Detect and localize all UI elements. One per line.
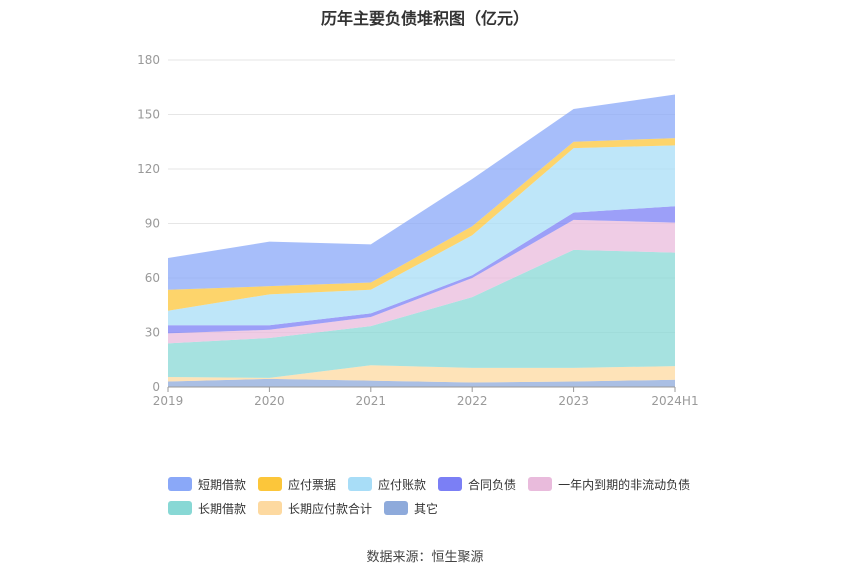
y-tick-label: 90 [145,217,160,231]
legend-label: 应付票据 [288,477,337,492]
y-tick-label: 150 [137,108,160,122]
x-tick-label: 2020 [254,394,285,408]
legend-label: 长期应付款合计 [288,501,373,516]
x-tick-label: 2021 [356,394,387,408]
legend-swatch [348,477,373,491]
legend-item[interactable]: 短期借款 [168,476,246,493]
area-series-7 [168,94,675,290]
legend-swatch [528,477,553,491]
x-tick-label: 2022 [457,394,488,408]
y-tick-label: 0 [152,380,160,394]
legend-label: 应付账款 [378,477,427,492]
legend-swatch [438,477,463,491]
legend-swatch [258,501,283,515]
area-series-1 [168,365,675,383]
legend-item[interactable]: 长期借款 [168,500,246,517]
legend-row-2: 长期借款 长期应付款合计 其它 [168,496,728,520]
legend-item[interactable]: 长期应付款合计 [258,500,372,517]
legend-swatch [384,501,409,515]
legend-label: 短期借款 [198,477,247,492]
area-series-6 [168,138,675,311]
legend-swatch [168,477,192,491]
area-series-3 [168,219,675,344]
area-series-5 [168,145,675,326]
legend-label: 其它 [414,501,439,516]
legend: 短期借款 应付票据 应付账款 合同负债 一年内到期的非流动负债 长期借款 长期应付款合计 其… [168,472,728,520]
chart-title: 历年主要负债堆积图（亿元） [320,9,529,28]
y-tick-label: 180 [137,53,160,67]
x-tick-label: 2024H1 [651,394,698,408]
legend-swatch [258,477,283,491]
data-source: 数据来源：恒生聚源 [366,550,484,565]
legend-item[interactable]: 其它 [384,500,438,517]
legend-label: 长期借款 [198,501,247,516]
legend-item[interactable]: 应付票据 [258,476,336,493]
legend-item[interactable]: 应付账款 [348,476,426,493]
area-series-0 [168,378,675,387]
x-tick-label: 2019 [153,394,184,408]
legend-swatch [168,501,192,515]
y-tick-label: 30 [145,326,160,340]
y-tick-label: 120 [137,162,160,176]
area-series-2 [168,249,675,378]
area-series-4 [168,206,675,334]
x-tick-label: 2023 [558,394,589,408]
legend-label: 合同负债 [468,477,517,492]
legend-item[interactable]: 一年内到期的非流动负债 [528,476,690,493]
y-tick-label: 60 [145,271,160,285]
legend-row-1: 短期借款 应付票据 应付账款 合同负债 一年内到期的非流动负债 [168,472,728,496]
legend-item[interactable]: 合同负债 [438,476,516,493]
legend-label: 一年内到期的非流动负债 [558,477,691,492]
